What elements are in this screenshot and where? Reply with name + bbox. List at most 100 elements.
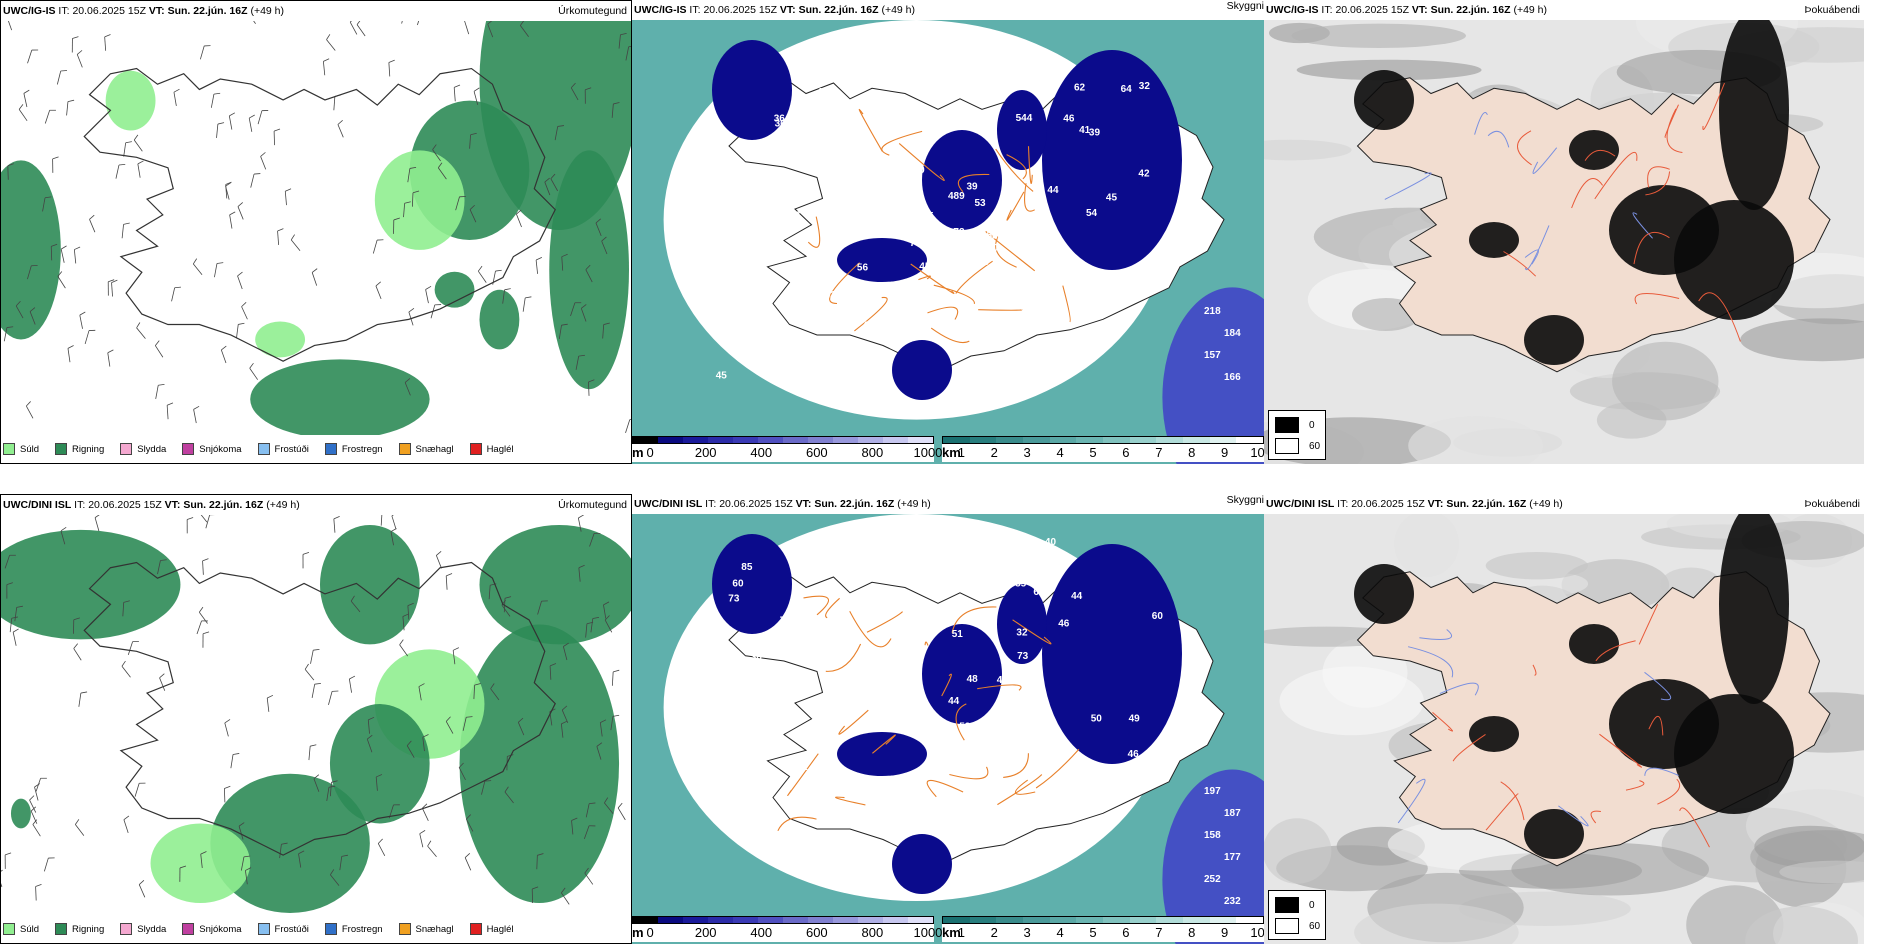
road-line — [854, 296, 888, 332]
cloud-base-value: 34 — [757, 713, 769, 724]
cloud-base-value: 62 — [1074, 83, 1086, 94]
wind-barb — [186, 517, 194, 534]
wind-barb — [473, 683, 481, 700]
colorbar-step — [1156, 437, 1184, 443]
river-road-line — [1558, 805, 1589, 827]
legend-swatch — [182, 923, 195, 935]
legend-swatch — [398, 923, 411, 935]
road-line — [955, 703, 967, 741]
cloud-base-value: 40 — [946, 790, 958, 801]
legend-swatch — [3, 443, 15, 455]
wind-barb — [166, 402, 174, 420]
precip-area — [479, 289, 520, 350]
cloud-visibility-map-bottom: UWC/DINI ISL IT: 20.06.2025 15Z VT: Sun.… — [632, 494, 1264, 944]
legend-swatch — [469, 923, 482, 935]
road-line — [1027, 146, 1033, 184]
cloud-base-value: 36 — [775, 119, 787, 130]
wind-barb — [404, 378, 411, 396]
colorbar-step — [883, 917, 908, 923]
dark-swatch — [1275, 897, 1299, 913]
cloud-base-value: 36 — [774, 114, 786, 125]
cloud-base-value: 39 — [1089, 128, 1101, 139]
road-line — [777, 816, 817, 832]
cloud-base-value: 72 — [797, 762, 809, 773]
precip-legend: Súld Rigning Slydda Snjókoma Frostúði Frostre… — [3, 917, 629, 941]
river-road-line — [1439, 682, 1479, 696]
wind-barb — [329, 780, 338, 797]
wind-barb — [67, 345, 74, 363]
river-road-line — [1702, 82, 1725, 131]
road-line — [918, 275, 931, 281]
wind-barb — [406, 740, 415, 758]
cloud-base-value: 71 — [932, 241, 944, 252]
wind-barb — [43, 857, 55, 872]
river-road-line — [1384, 172, 1432, 200]
colorbar-tick: 9 — [1221, 925, 1229, 940]
it-label: IT: — [1321, 4, 1333, 16]
road-line — [995, 148, 1034, 192]
product-name: Skyggni — [1226, 494, 1264, 506]
cloud-base-value: 57 — [770, 339, 782, 350]
wind-barb — [377, 838, 386, 856]
road-line — [1062, 285, 1071, 323]
it-label: IT: — [74, 499, 86, 511]
wind-barb — [339, 854, 349, 871]
wind-barb — [585, 802, 596, 818]
wind-barb — [602, 322, 610, 339]
wind-barb — [610, 714, 620, 731]
road-line — [807, 216, 821, 248]
colorbar-unit: m — [632, 925, 644, 940]
wind-barb — [4, 852, 12, 869]
wind-barb — [12, 628, 19, 646]
wind-barb — [596, 742, 603, 760]
colorbar-step — [658, 437, 683, 443]
wind-barb — [599, 719, 607, 737]
wind-barb — [249, 362, 259, 380]
lead-time: (+49 h) — [881, 4, 916, 16]
fog-gradient-patch — [1745, 906, 1858, 944]
precip-map — [1, 21, 631, 435]
cloud-map: 4145403150365345566446413632495857415034… — [632, 20, 1264, 464]
road-line — [949, 766, 989, 780]
colorbar-step — [883, 437, 908, 443]
legend-item: Haglél — [469, 923, 514, 935]
wind-barb — [298, 850, 305, 868]
cloud-base-value: 523 — [987, 231, 1004, 242]
wind-barb — [137, 160, 144, 178]
road-line — [825, 597, 840, 619]
vt-label: VT: — [164, 499, 181, 511]
wind-barb — [393, 217, 400, 234]
wind-barb — [375, 774, 383, 791]
wind-barb — [73, 617, 80, 634]
model-name: UWC/DINI ISL — [3, 499, 72, 511]
wind-barb — [302, 552, 310, 569]
road-line — [957, 173, 990, 193]
wind-barb — [407, 166, 417, 183]
wind-barb — [284, 188, 292, 206]
fog-gradient-patch — [1485, 552, 1588, 580]
wind-barb — [531, 886, 539, 903]
wind-barb — [492, 269, 502, 285]
cloud-base-value: 45 — [906, 101, 918, 112]
panel-header: UWC/IG-IS IT: 20.06.2025 15Z VT: Sun. 22… — [1264, 0, 1900, 20]
colorbar-gradient — [632, 436, 934, 444]
river-road-line — [1584, 149, 1616, 161]
wind-barb — [452, 647, 460, 665]
wind-barb — [237, 271, 243, 290]
colorbar-step — [858, 917, 883, 923]
wind-barb — [356, 21, 366, 37]
colorbar-step — [633, 437, 658, 443]
precip-map-canvas — [1, 515, 631, 915]
cloud-base-value: 56 — [737, 837, 749, 848]
wind-barb — [401, 21, 406, 24]
cloud-base-value: 72 — [752, 801, 764, 812]
wind-barb — [520, 21, 529, 37]
low-cloud-area — [997, 584, 1047, 664]
vt-value: Sun. 22.jún. 16Z — [1446, 498, 1527, 510]
wind-barb — [563, 642, 569, 661]
wind-barb — [462, 716, 473, 731]
precip-area — [210, 773, 370, 914]
wind-barb — [216, 122, 225, 138]
colorbar-tick: 600 — [805, 925, 828, 940]
cloud-base-value: 52 — [959, 721, 971, 732]
